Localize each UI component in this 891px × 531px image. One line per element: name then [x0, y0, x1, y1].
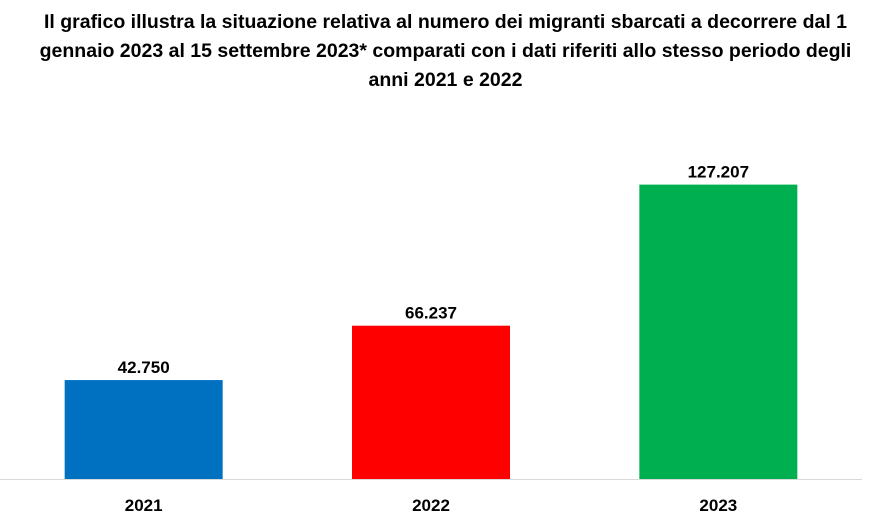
data-label-2022: 66.237 — [405, 304, 457, 323]
data-label-2021: 42.750 — [118, 358, 170, 377]
bars-group — [64, 184, 798, 479]
x-tick-labels-group: 2021 2022 2023 — [125, 496, 737, 515]
bar-2022 — [352, 325, 510, 479]
bar-2021 — [64, 380, 223, 479]
x-tick-label-2023: 2023 — [699, 496, 737, 515]
value-labels-group: 42.750 66.237 127.207 — [118, 163, 749, 377]
bar-2023 — [639, 184, 798, 479]
data-label-2023: 127.207 — [688, 163, 749, 182]
x-tick-label-2022: 2022 — [412, 496, 450, 515]
chart-title: Il grafico illustra la situazione relati… — [39, 11, 852, 91]
x-tick-label-2021: 2021 — [125, 496, 163, 515]
